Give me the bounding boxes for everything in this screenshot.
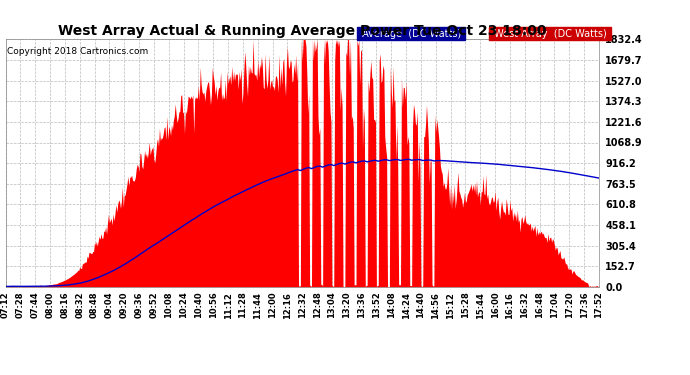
Title: West Array Actual & Running Average Power Tue Oct 23 18:00: West Array Actual & Running Average Powe… (58, 24, 546, 38)
Text: Average  (DC Watts): Average (DC Watts) (359, 28, 464, 39)
Text: West Array  (DC Watts): West Array (DC Watts) (491, 28, 610, 39)
Text: Copyright 2018 Cartronics.com: Copyright 2018 Cartronics.com (7, 47, 148, 56)
